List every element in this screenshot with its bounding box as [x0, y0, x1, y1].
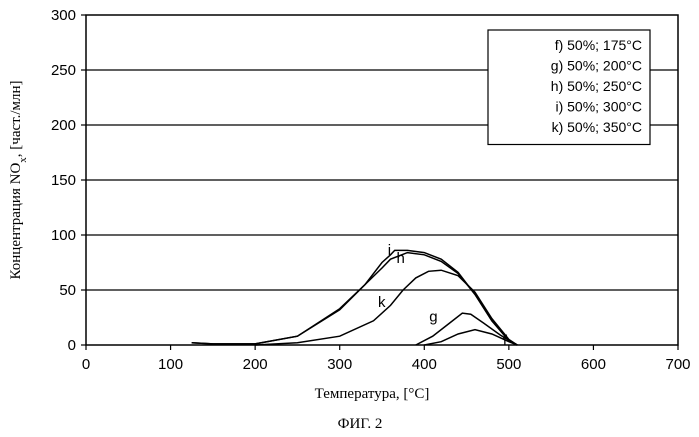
legend: f) 50%; 175°C g) 50%; 200°C h) 50%; 250°C i… — [488, 30, 650, 145]
x-tick-label: 500 — [496, 356, 521, 373]
y-axis-label: Концентрация NOx, [част./млн] — [8, 81, 29, 280]
curve-label-i: i — [388, 242, 391, 259]
figure-caption: ФИГ. 2 — [338, 416, 383, 432]
y-tick-label: 0 — [68, 337, 76, 354]
legend-entries: f) 50%; 175°C g) 50%; 200°C h) 50%; 250°C i… — [551, 37, 642, 135]
x-tick-label: 300 — [327, 356, 352, 373]
y-tick-label: 100 — [51, 227, 76, 244]
y-tick-label: 50 — [59, 282, 76, 299]
series-line-k — [255, 270, 517, 345]
legend-entry: h) 50%; 250°C — [551, 78, 642, 94]
y-tick-label: 200 — [51, 117, 76, 134]
y-axis-label-unit: , [част./млн] — [8, 81, 24, 158]
legend-entry: i) 50%; 300°C — [555, 99, 642, 115]
legend-entry: f) 50%; 175°C — [555, 37, 642, 53]
x-tick-label: 200 — [243, 356, 268, 373]
legend-entry: g) 50%; 200°C — [551, 58, 642, 74]
x-tick-label: 700 — [665, 356, 690, 373]
y-axis-label-main: Концентрация NO — [8, 163, 24, 280]
x-tick-label: 400 — [412, 356, 437, 373]
legend-entry: k) 50%; 350°C — [552, 119, 642, 135]
series-lines — [192, 250, 518, 345]
curve-label-g: g — [429, 309, 437, 326]
curve-label-h: h — [396, 250, 404, 267]
y-tick-label: 150 — [51, 172, 76, 189]
x-tick-label: 600 — [581, 356, 606, 373]
curve-label-k: k — [378, 294, 386, 311]
y-tick-label: 300 — [51, 7, 76, 24]
x-tick-label: 100 — [158, 356, 183, 373]
y-tick-label: 250 — [51, 62, 76, 79]
x-tick-label: 0 — [82, 356, 90, 373]
x-axis-label: Температура, [°C] — [315, 386, 430, 402]
